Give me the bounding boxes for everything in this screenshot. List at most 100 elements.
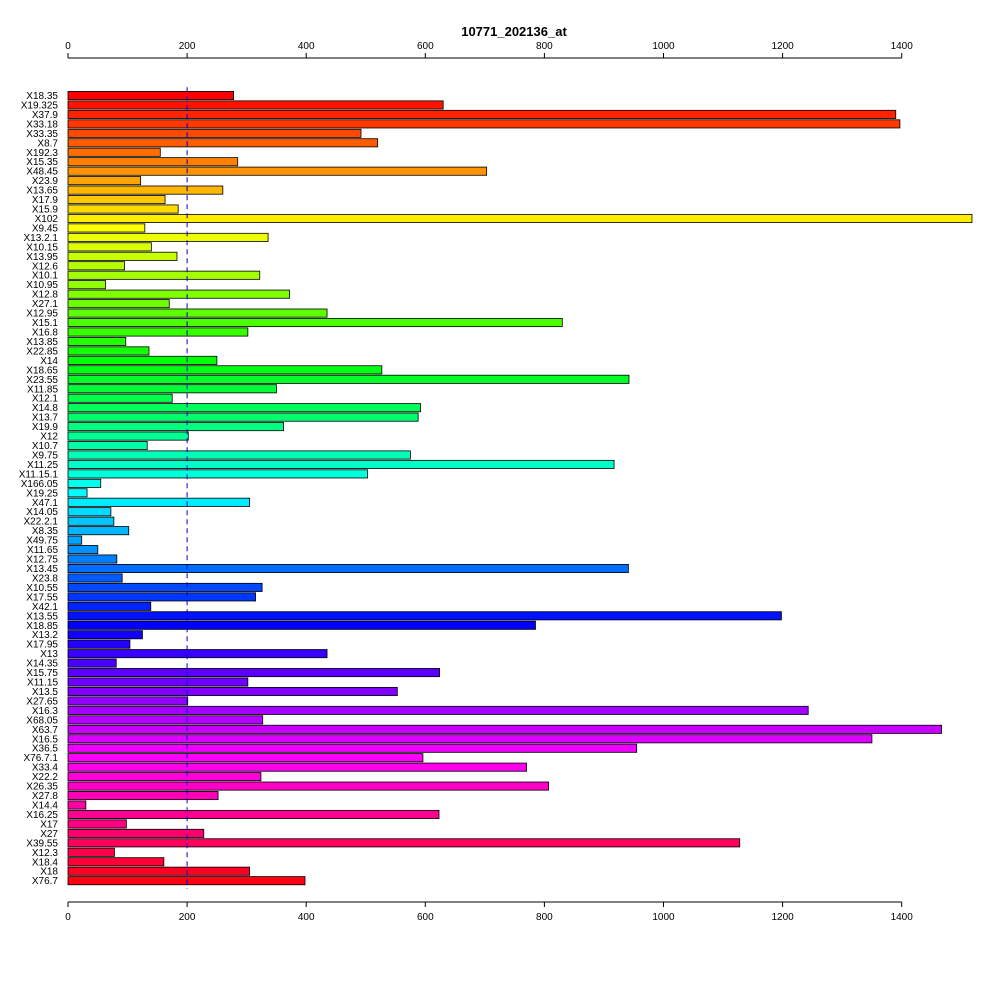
category-labels: X18.35X19.325X37.9X33.18X33.35X8.7X192.3…	[19, 91, 59, 887]
category-label: X12.95	[26, 309, 58, 320]
category-label: X10.7	[32, 441, 59, 452]
category-label: X23.9	[32, 176, 59, 187]
bar	[67, 809, 440, 819]
category-label: X12.1	[32, 394, 59, 405]
bar	[67, 109, 897, 119]
bar	[67, 620, 536, 630]
category-label: X8.35	[32, 526, 59, 537]
category-label: X17.9	[32, 195, 59, 206]
category-label: X18.65	[26, 365, 58, 376]
category-label: X19.25	[26, 488, 58, 499]
category-label: X13.5	[32, 687, 59, 698]
category-label: X10.55	[26, 583, 58, 594]
bar	[67, 289, 290, 299]
category-label: X12.6	[32, 261, 59, 272]
tick-label: 1200	[771, 41, 794, 52]
bar	[67, 232, 269, 242]
category-label: X13.45	[26, 564, 58, 575]
category-label: X13.2	[32, 630, 59, 641]
bar	[67, 128, 362, 138]
category-label: X19.325	[21, 100, 59, 111]
category-label: X27	[40, 829, 58, 840]
category-label: X16.5	[32, 734, 59, 745]
bar	[67, 355, 218, 365]
bar	[67, 488, 88, 498]
category-label: X22.85	[26, 346, 58, 357]
category-label: X16.3	[32, 706, 59, 717]
category-label: X9.45	[32, 223, 59, 234]
category-label: X76.7	[32, 876, 59, 887]
category-label: X27.65	[26, 696, 58, 707]
category-label: X16.25	[26, 810, 58, 821]
category-label: X17.55	[26, 592, 58, 603]
tick-label: 400	[298, 41, 315, 52]
bar	[67, 507, 112, 517]
category-label: X12.8	[32, 290, 59, 301]
bar	[67, 346, 150, 356]
bar	[67, 242, 152, 252]
category-label: X23.8	[32, 573, 59, 584]
category-label: X33.18	[26, 119, 58, 130]
bar	[67, 185, 224, 195]
bottom-axis: 0 200 400 600 800 1000 1200 1400	[65, 901, 913, 923]
category-label: X63.7	[32, 725, 59, 736]
bar	[67, 365, 383, 375]
category-label: X42.1	[32, 602, 59, 613]
category-label: X18.85	[26, 621, 58, 632]
category-label: X8.7	[37, 138, 58, 149]
bar	[67, 526, 130, 536]
bar	[67, 838, 741, 848]
category-label: X11.65	[27, 545, 58, 556]
category-label: X17.95	[26, 640, 58, 651]
category-label: X14	[40, 356, 58, 367]
bar	[67, 450, 411, 460]
chart-title: 10771_202136_at	[461, 24, 567, 39]
category-label: X13.65	[26, 186, 58, 197]
category-label: X39.55	[26, 838, 58, 849]
bar	[67, 554, 118, 564]
category-label: X22.2.1	[24, 517, 59, 528]
top-axis: 0 200 400 600 800 1000 1200 1400	[65, 41, 913, 59]
category-label: X18	[40, 867, 58, 878]
category-label: X26.35	[26, 782, 58, 793]
category-label: X10.15	[26, 242, 58, 253]
category-label: X11.15	[27, 678, 58, 689]
bar	[67, 876, 306, 886]
bar	[67, 478, 102, 488]
bar	[67, 857, 165, 867]
bar	[67, 176, 142, 186]
category-label: X14.05	[26, 507, 58, 518]
tick-label: 800	[536, 912, 553, 923]
bar	[67, 195, 166, 205]
bar	[67, 592, 256, 602]
category-label: X14.8	[32, 403, 59, 414]
bar	[67, 564, 629, 574]
bar	[67, 762, 527, 772]
category-label: X12.75	[26, 555, 58, 566]
bar	[67, 649, 328, 659]
bar	[67, 819, 127, 829]
category-label: X47.1	[32, 498, 59, 509]
bar	[67, 336, 127, 346]
bar	[67, 403, 421, 413]
bar	[67, 734, 873, 744]
bar	[67, 119, 901, 129]
category-label: X49.75	[26, 536, 58, 547]
category-label: X18.4	[32, 857, 59, 868]
category-label: X37.9	[32, 110, 59, 121]
category-label: X11.85	[27, 384, 58, 395]
bar	[67, 724, 942, 734]
bar	[67, 431, 189, 441]
bar	[67, 781, 549, 791]
bar	[67, 705, 809, 715]
tick-label: 800	[536, 41, 553, 52]
bar	[67, 157, 239, 167]
bar	[67, 441, 148, 451]
category-label: X23.55	[26, 375, 58, 386]
tick-label: 200	[179, 912, 196, 923]
bar	[67, 374, 630, 384]
category-label: X166.05	[21, 479, 59, 490]
category-label: X15.75	[26, 668, 58, 679]
bar	[67, 393, 173, 403]
